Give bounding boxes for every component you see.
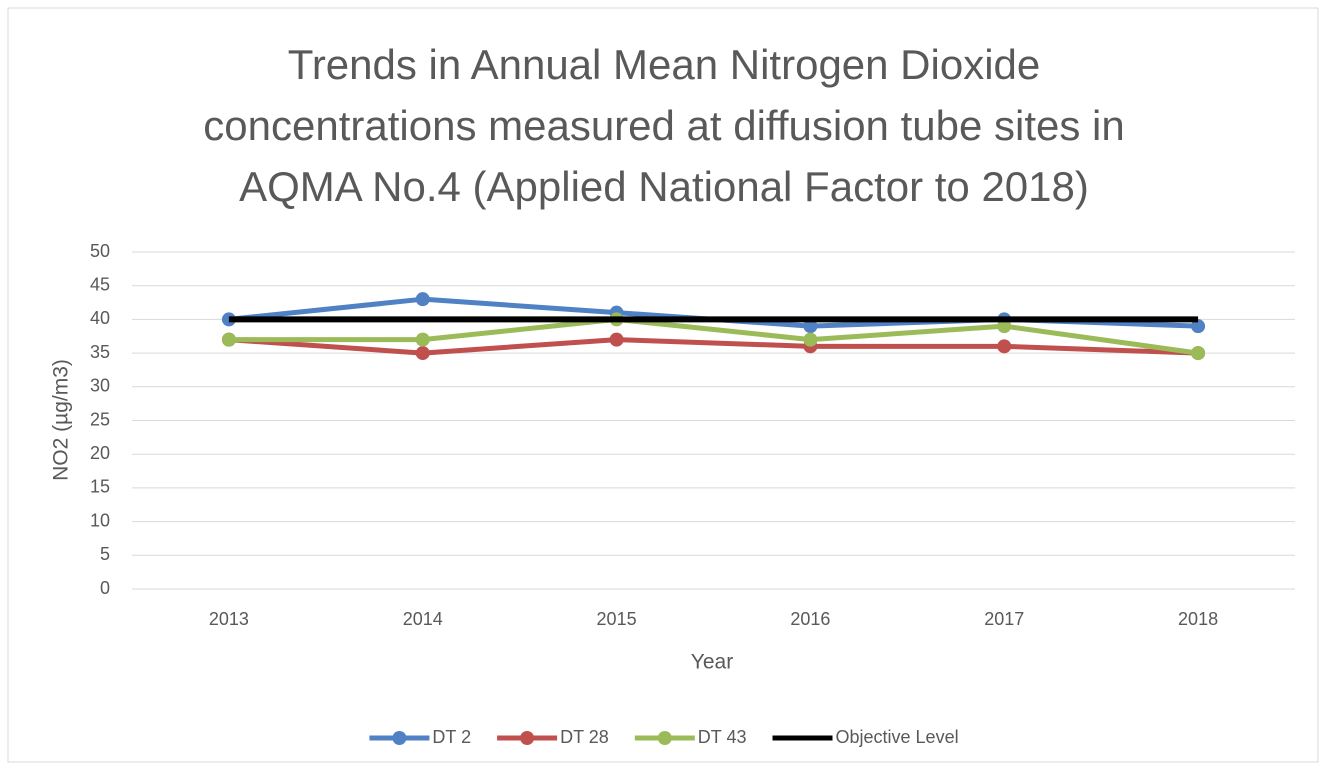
x-axis-label: Year xyxy=(691,651,733,674)
y-tick-label: 50 xyxy=(90,241,110,261)
data-point xyxy=(997,339,1012,354)
series-line xyxy=(228,316,1199,356)
data-point xyxy=(997,319,1012,334)
y-tick-label: 30 xyxy=(90,376,110,396)
chart-title: AQMA No.4 (Applied National Factor to 20… xyxy=(239,163,1089,210)
legend-label: Objective Level xyxy=(836,727,959,747)
y-tick-label: 5 xyxy=(100,544,110,564)
x-tick-label: 2016 xyxy=(790,609,830,629)
data-point xyxy=(1191,319,1206,334)
legend-marker xyxy=(392,731,407,745)
data-point xyxy=(803,319,818,334)
y-tick-label: 0 xyxy=(100,578,110,598)
x-tick-label: 2013 xyxy=(209,609,249,629)
x-tick-label: 2018 xyxy=(1178,609,1218,629)
y-tick-label: 45 xyxy=(90,274,110,294)
x-tick-label: 2014 xyxy=(403,609,443,629)
y-tick-label: 15 xyxy=(90,477,110,497)
legend-marker xyxy=(657,731,672,745)
chart-border xyxy=(7,7,1319,763)
legend-label: DT 28 xyxy=(560,727,609,747)
data-point xyxy=(415,346,430,361)
series-line xyxy=(228,337,1199,356)
y-tick-label: 40 xyxy=(90,308,110,328)
y-tick-label: 10 xyxy=(90,510,110,530)
data-point xyxy=(1191,346,1206,361)
legend-marker xyxy=(520,731,535,745)
data-point xyxy=(609,332,624,347)
x-tick-label: 2015 xyxy=(597,609,637,629)
legend: DT 2 DT 28 DT 43 Objective Level xyxy=(369,727,959,747)
x-tick-label: 2017 xyxy=(984,609,1024,629)
y-tick-label: 35 xyxy=(90,342,110,362)
y-tick-label: 20 xyxy=(90,443,110,463)
y-axis-label: NO2 (µg/m3) xyxy=(50,359,73,481)
data-point xyxy=(221,332,236,347)
legend-label: DT 43 xyxy=(698,727,747,747)
data-point xyxy=(803,332,818,347)
data-point xyxy=(415,292,430,307)
y-tick-label: 25 xyxy=(90,409,110,429)
legend-label: DT 2 xyxy=(432,727,471,747)
data-point xyxy=(415,332,430,347)
chart-title: concentrations measured at diffusion tub… xyxy=(203,102,1124,149)
chart-title: Trends in Annual Mean Nitrogen Dioxide xyxy=(288,41,1041,88)
